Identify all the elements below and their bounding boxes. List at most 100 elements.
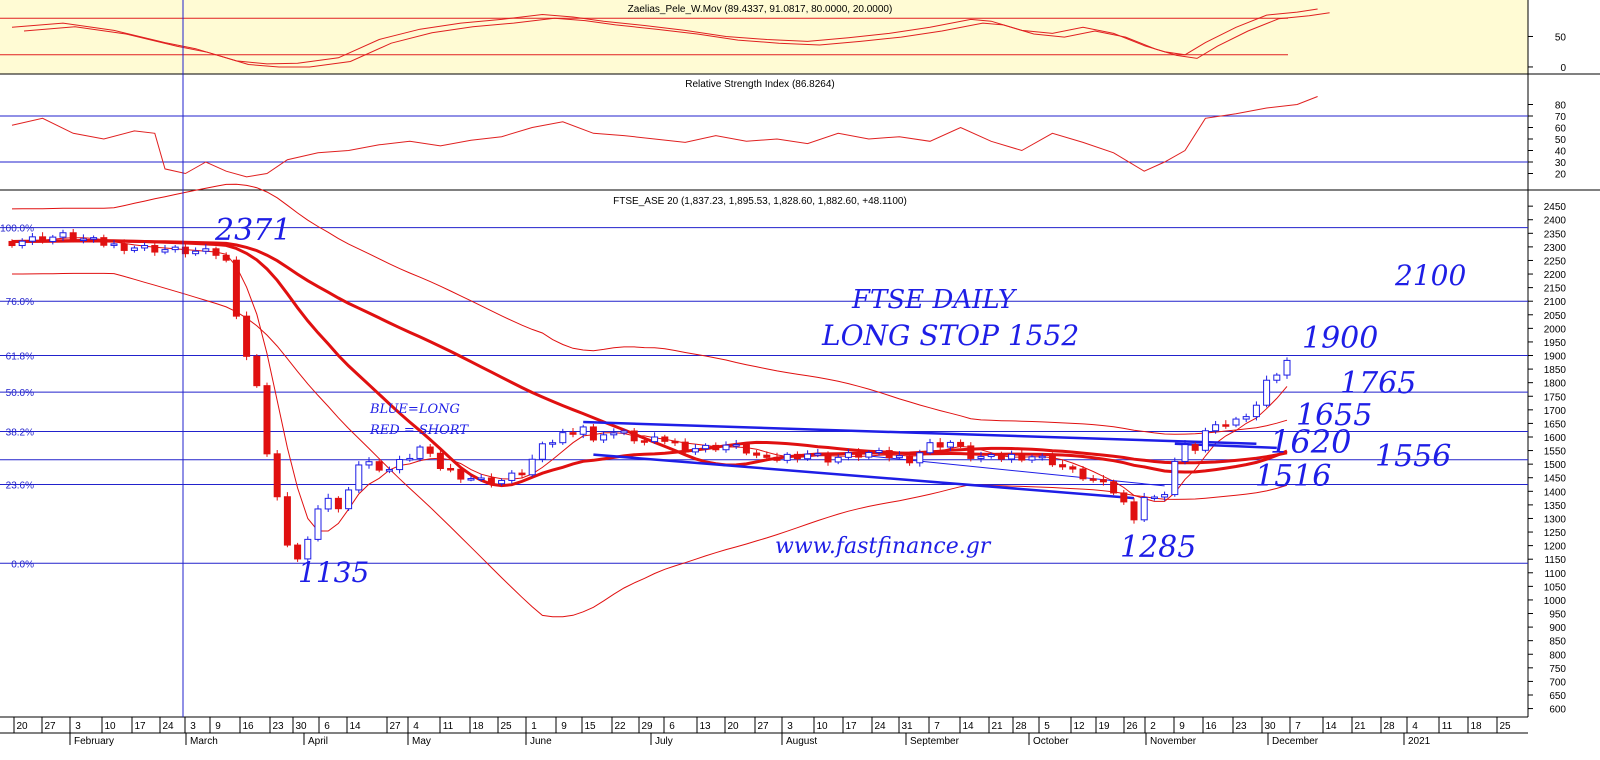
- price-tick-label: 950: [1549, 610, 1566, 621]
- candle-body: [538, 443, 546, 460]
- date-day-label: 2: [1150, 721, 1156, 732]
- candle-body: [1191, 444, 1199, 451]
- candle-body: [151, 245, 159, 253]
- candle-body: [559, 432, 567, 444]
- candle-body: [1059, 464, 1067, 468]
- candle-body: [8, 240, 16, 247]
- candle-body: [1171, 460, 1179, 496]
- channel-line: [583, 420, 1257, 446]
- candle-body: [722, 444, 730, 451]
- candle-body: [1048, 455, 1056, 466]
- fib-level-label: 50.0%: [6, 388, 34, 399]
- date-day-label: 11: [1442, 721, 1453, 732]
- date-day-label: 18: [472, 721, 484, 732]
- candle-body: [1201, 430, 1209, 451]
- short-moving-average: [11, 237, 1288, 532]
- rsi-panel-background: [0, 74, 1528, 190]
- candle-body: [957, 441, 965, 447]
- candle-body: [334, 497, 342, 510]
- price-tick-label: 850: [1549, 637, 1566, 648]
- price-tick-label: 1600: [1544, 433, 1567, 444]
- candle-body: [518, 472, 526, 476]
- candle-body: [212, 248, 220, 256]
- candle-body: [49, 236, 57, 242]
- candle-body: [844, 452, 852, 458]
- candle-body: [814, 453, 822, 456]
- oscillator-title: Zaelias_Pele_W.Mov (89.4337, 91.0817, 80…: [628, 4, 893, 15]
- candle-body: [549, 442, 557, 445]
- price-annotation: 1285: [1120, 530, 1196, 565]
- candle-body: [640, 440, 648, 443]
- candle-body: [681, 441, 689, 453]
- date-day-label: 6: [669, 721, 675, 732]
- price-annotation: 1135: [298, 556, 369, 589]
- candle-body: [498, 479, 506, 485]
- date-day-label: 21: [991, 721, 1003, 732]
- price-annotation: 1900: [1302, 321, 1378, 356]
- date-day-label: 12: [1073, 721, 1085, 732]
- date-day-label: 14: [962, 721, 974, 732]
- date-day-label: 9: [561, 721, 567, 732]
- price-tick-label: 2000: [1544, 324, 1567, 335]
- candle-body: [1150, 496, 1158, 500]
- candle-body: [141, 245, 149, 249]
- candle-body: [987, 454, 995, 458]
- date-day-label: 26: [1126, 721, 1138, 732]
- candle-body: [365, 461, 373, 466]
- oscillator-signal-line: [23, 12, 1330, 68]
- candle-body: [110, 243, 118, 246]
- candle-body: [294, 544, 302, 560]
- date-day-label: 3: [190, 721, 196, 732]
- date-day-label: 14: [349, 721, 361, 732]
- date-day-label: 9: [215, 721, 221, 732]
- chart-note: BLUE=LONG: [369, 402, 460, 417]
- date-day-label: 28: [1383, 721, 1395, 732]
- candle-body: [691, 448, 699, 453]
- price-tick-label: 2200: [1544, 270, 1567, 281]
- lower-band: [12, 272, 1288, 618]
- date-day-label: 20: [16, 721, 28, 732]
- date-day-label: 19: [1098, 721, 1110, 732]
- candle-body: [834, 456, 842, 463]
- candle-body: [508, 472, 516, 481]
- date-day-label: 31: [901, 721, 913, 732]
- candle-body: [1110, 481, 1118, 494]
- long-moving-average: [11, 239, 1288, 467]
- price-tick-label: 1200: [1544, 542, 1567, 553]
- candle-body: [1161, 494, 1169, 498]
- rsi-tick-label: 40: [1555, 147, 1567, 158]
- price-tick-label: 1750: [1544, 392, 1567, 403]
- candle-body: [895, 455, 903, 459]
- date-month-label: November: [1150, 736, 1197, 747]
- rsi-line: [11, 96, 1318, 178]
- price-tick-label: 1500: [1544, 460, 1567, 471]
- price-tick-label: 600: [1549, 705, 1566, 716]
- candle-body: [916, 452, 924, 464]
- oscillator-series: [11, 8, 1330, 68]
- candle-body: [59, 232, 67, 238]
- candle-body: [620, 430, 628, 434]
- date-day-label: 14: [1325, 721, 1337, 732]
- date-day-label: 20: [727, 721, 739, 732]
- candle-body: [1242, 416, 1250, 420]
- date-day-label: 17: [845, 721, 857, 732]
- candle-body: [528, 458, 536, 476]
- candle-body: [732, 444, 740, 447]
- candle-body: [1140, 497, 1148, 521]
- date-day-label: 9: [1179, 721, 1185, 732]
- date-day-label: 6: [324, 721, 330, 732]
- oscillator-axis-ticks: 50 0: [1528, 32, 1566, 74]
- candle-body: [467, 478, 475, 481]
- candle-body: [804, 453, 812, 460]
- candle-body: [1089, 478, 1097, 481]
- price-panel-background: [0, 190, 1528, 717]
- candle-body: [651, 436, 659, 443]
- rsi-tick-label: 60: [1555, 124, 1567, 135]
- date-month-label: September: [910, 736, 960, 747]
- candle-body: [661, 436, 669, 442]
- price-tick-label: 700: [1549, 677, 1566, 688]
- candle-body: [1181, 444, 1189, 462]
- price-tick-label: 1950: [1544, 338, 1567, 349]
